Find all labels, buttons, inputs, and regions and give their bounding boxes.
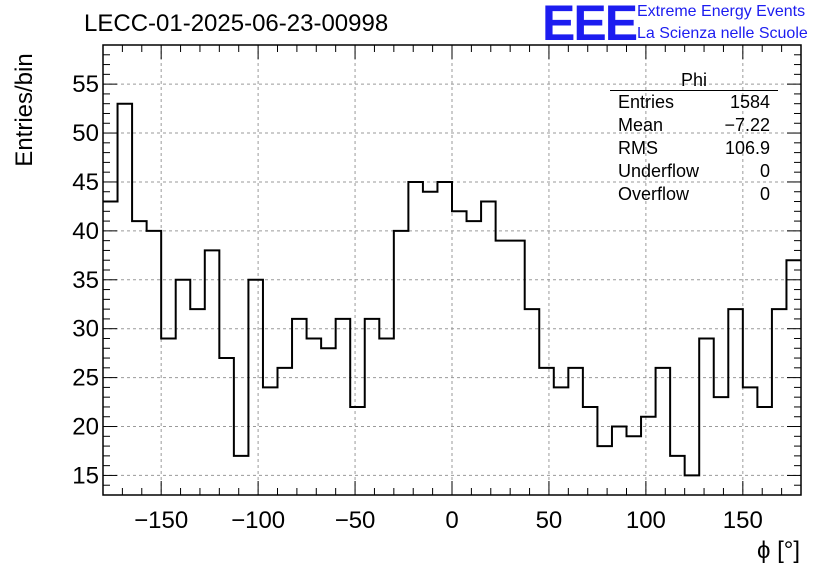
stats-value: 0	[759, 161, 770, 181]
histogram-series	[103, 102, 801, 477]
plot-title: LECC-01-2025-06-23-00998	[84, 10, 389, 37]
y-tick-label: 20	[72, 414, 99, 441]
histogram-bin	[772, 308, 787, 310]
histogram-bin	[612, 426, 627, 428]
stats-label: Underflow	[618, 161, 700, 181]
histogram-bin	[554, 386, 569, 388]
x-tick-label: −150	[134, 507, 188, 534]
stats-title: Phi	[610, 70, 778, 91]
histogram-bin	[481, 201, 496, 203]
histogram-bin	[496, 240, 511, 242]
x-axis-label: ϕ [°]	[757, 537, 800, 564]
histogram-bin	[423, 191, 438, 193]
histogram-bin	[452, 210, 467, 212]
stats-label: Overflow	[618, 184, 690, 204]
histogram-bin	[292, 318, 307, 320]
y-tick-label: 40	[72, 218, 99, 245]
histogram-bin	[365, 318, 380, 320]
histogram-bin	[307, 337, 322, 339]
histogram-bin	[147, 230, 162, 232]
y-tick-label: 55	[72, 71, 99, 98]
histogram-bin	[219, 357, 234, 359]
plot-frame	[102, 44, 802, 496]
histogram-bin	[118, 103, 133, 105]
histogram-bin	[103, 201, 118, 203]
x-tick-label: 150	[723, 507, 763, 534]
histogram-bin	[786, 259, 801, 261]
histogram-bin	[583, 406, 598, 408]
y-tick-label: 50	[72, 120, 99, 147]
x-tick-label: −50	[335, 507, 376, 534]
histogram-bin	[263, 386, 278, 388]
histogram-bin	[568, 367, 583, 369]
stats-label: Mean	[618, 115, 664, 135]
histogram-bin	[757, 406, 772, 408]
histogram-bin	[539, 367, 554, 369]
histogram-bin	[467, 220, 482, 222]
histogram-bin	[350, 406, 365, 408]
stats-value: 1584	[729, 92, 770, 112]
y-tick-label: 25	[72, 365, 99, 392]
histogram-bin	[190, 308, 205, 310]
stats-label: Entries	[618, 92, 675, 112]
stats-row-overflow: Overflow 0	[610, 183, 778, 206]
histogram-bin	[510, 240, 525, 242]
stats-row-rms: RMS 106.9	[610, 137, 778, 160]
histogram-bin	[248, 279, 263, 281]
logo-subtitle-1: Extreme Energy Events	[637, 3, 806, 20]
histogram-bin	[234, 455, 249, 457]
stats-value: 106.9	[724, 138, 770, 158]
histogram-bin	[728, 308, 743, 310]
stats-row-entries: Entries 1584	[610, 91, 778, 114]
histogram-bin	[641, 416, 656, 418]
histogram-bin	[394, 230, 409, 232]
histogram-bin	[336, 318, 351, 320]
histogram-bin	[685, 474, 700, 476]
stats-label: RMS	[618, 138, 658, 158]
histogram-bin	[597, 445, 612, 447]
histogram-bin	[656, 367, 671, 369]
y-tick-label: 15	[72, 462, 99, 489]
x-tick-label: 0	[445, 507, 458, 534]
histogram-bin	[379, 337, 394, 339]
histogram-bin	[132, 220, 147, 222]
histogram-bin	[525, 308, 540, 310]
histogram-bin	[176, 279, 191, 281]
histogram-bin	[278, 367, 293, 369]
histogram-bin	[627, 435, 642, 437]
histogram-bin	[408, 181, 423, 183]
histogram-bin	[699, 337, 714, 339]
histogram-bin	[437, 181, 452, 183]
histogram-bin	[714, 396, 729, 398]
x-tick-label: 50	[536, 507, 563, 534]
stats-row-mean: Mean −7.22	[610, 114, 778, 137]
y-axis-label: Entries/bin	[11, 53, 38, 166]
x-tick-label: 100	[626, 507, 666, 534]
x-tick-label: −100	[231, 507, 285, 534]
eee-logo: EEE	[542, 0, 638, 51]
histogram-bin	[321, 347, 336, 349]
histogram-bin	[161, 337, 176, 339]
stats-value: 0	[759, 184, 770, 204]
logo-subtitle-2: La Scienza nelle Scuole	[637, 25, 808, 42]
stats-row-underflow: Underflow 0	[610, 160, 778, 183]
histogram-bin	[670, 455, 685, 457]
histogram-bin	[205, 249, 220, 251]
stats-value: −7.22	[724, 115, 770, 135]
histogram-bin	[743, 386, 758, 388]
y-tick-label: 45	[72, 169, 99, 196]
stats-box: Phi Entries 1584 Mean −7.22 RMS 106.9 Un…	[610, 70, 778, 206]
y-tick-label: 35	[72, 267, 99, 294]
y-tick-label: 30	[72, 316, 99, 343]
